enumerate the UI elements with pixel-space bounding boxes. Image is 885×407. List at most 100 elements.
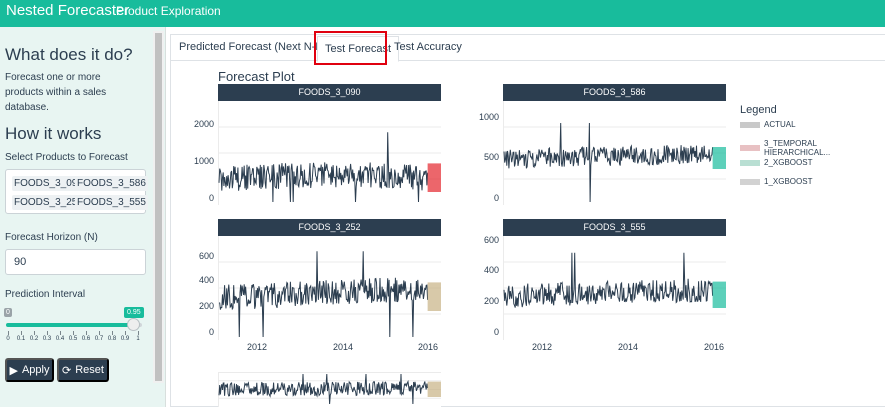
legend-label: 1_XGBOOST xyxy=(764,177,813,186)
panel-strip: FOODS_3_090 xyxy=(218,84,441,101)
apply-label: Apply xyxy=(21,364,50,376)
legend-swatch xyxy=(740,121,760,128)
actual-series-line xyxy=(218,251,429,338)
legend-swatch xyxy=(740,178,760,185)
slider-tick-label: 0.5 xyxy=(68,336,78,342)
slider-tick xyxy=(112,331,113,335)
select-products-label: Select Products to Forecast xyxy=(5,152,128,163)
slider-tick xyxy=(21,331,22,335)
slider-tick xyxy=(34,331,35,335)
x-tick-label: 2016 xyxy=(703,342,725,352)
y-tick-label: 2000 xyxy=(193,119,214,129)
tab-test-accuracy[interactable]: Test Accuracy xyxy=(394,41,462,53)
y-tick-label: 400 xyxy=(483,265,499,275)
actual-series-line xyxy=(218,373,429,405)
panel-series xyxy=(503,122,726,203)
horizon-label: Forecast Horizon (N) xyxy=(5,232,98,243)
tab-highlight-box xyxy=(314,31,387,65)
refresh-icon: ⟳ xyxy=(62,364,72,377)
selected-product-tag[interactable]: FOODS_3_555 xyxy=(75,195,148,210)
reset-button[interactable]: ⟳ Reset xyxy=(57,358,109,382)
slider-track[interactable] xyxy=(6,323,134,327)
legend-label: 3_TEMPORAL HIERARCHICAL... xyxy=(763,139,831,157)
panel-series xyxy=(503,252,726,315)
y-tick-label: 400 xyxy=(198,275,214,285)
what-heading: What does it do? xyxy=(5,45,133,64)
slider-tick xyxy=(73,331,74,335)
plot-title: Forecast Plot xyxy=(218,69,295,84)
actual-series-line xyxy=(503,252,714,308)
y-tick-label: 500 xyxy=(483,152,499,162)
slider-handle[interactable] xyxy=(127,318,140,331)
horizon-input[interactable]: 90 xyxy=(5,249,146,275)
sidebar-scroll-thumb[interactable] xyxy=(155,33,162,381)
slider-min-label: 0 xyxy=(4,308,12,317)
y-tick-label: 1000 xyxy=(193,156,214,166)
legend-item[interactable]: 2_XGBOOST xyxy=(740,158,812,167)
slider-tick-label: 0.1 xyxy=(16,336,26,342)
y-tick-label: 200 xyxy=(483,296,499,306)
x-tick-label: 2014 xyxy=(617,342,639,352)
slider-tick-label: 0.8 xyxy=(107,336,117,342)
forecast-band xyxy=(712,147,726,169)
legend-swatch xyxy=(740,159,760,166)
slider-tick-label: 0.3 xyxy=(42,336,52,342)
how-heading: How it works xyxy=(5,124,102,143)
legend-label: ACTUAL xyxy=(764,120,796,129)
slider-tick-label: 1 xyxy=(136,336,140,342)
selected-product-tag[interactable]: FOODS_3_252 xyxy=(12,195,85,210)
x-tick-label: 2012 xyxy=(246,342,268,352)
y-tick-label: 0 xyxy=(208,327,214,337)
panel-series xyxy=(218,126,441,203)
x-tick-label: 2012 xyxy=(531,342,553,352)
panel-strip: FOODS_3_252 xyxy=(218,219,441,236)
selected-product-tag[interactable]: FOODS_3_586 xyxy=(75,176,148,191)
sidebar-scrollbar[interactable] xyxy=(153,31,164,383)
slider-tick-label: 0.9 xyxy=(120,336,130,342)
legend-title: Legend xyxy=(740,104,777,116)
y-tick-label: 0 xyxy=(208,193,214,203)
what-text: Forecast one or more products within a s… xyxy=(5,72,107,113)
legend-swatch xyxy=(740,145,760,151)
y-tick-label: 600 xyxy=(198,251,214,261)
legend-item[interactable]: 1_XGBOOST xyxy=(740,177,812,186)
slider-tick xyxy=(138,331,139,335)
apply-button[interactable]: ▶ Apply xyxy=(5,358,54,382)
panel-series xyxy=(218,251,441,338)
y-tick-label: 1000 xyxy=(478,112,499,122)
reset-label: Reset xyxy=(75,364,104,376)
forecast-band xyxy=(712,281,726,308)
actual-series-line xyxy=(218,132,429,203)
slider-tick-label: 0.4 xyxy=(55,336,65,342)
y-tick-label: 600 xyxy=(483,235,499,245)
slider-tick xyxy=(47,331,48,335)
actual-series-line xyxy=(503,122,714,203)
slider-tick-label: 0.6 xyxy=(81,336,91,342)
slider-tick-label: 0 xyxy=(6,336,10,342)
y-tick-label: 0 xyxy=(493,193,499,203)
navbar: Nested Forecaster Product Exploration xyxy=(0,0,885,27)
interval-label: Prediction Interval xyxy=(5,289,86,300)
slider-tick-label: 0.2 xyxy=(29,336,39,342)
slider-tick xyxy=(8,331,9,335)
panel-strip: FOODS_3_555 xyxy=(503,219,726,236)
slider-value-label: 0.95 xyxy=(124,307,144,318)
slider-tick xyxy=(99,331,100,335)
panel-series xyxy=(218,373,441,405)
selected-product-tag[interactable]: FOODS_3_090 xyxy=(12,176,85,191)
tab-bar: Predicted Forecast (Next N-Days) Test Fo… xyxy=(171,35,885,62)
app-brand[interactable]: Nested Forecaster xyxy=(6,2,130,19)
forecast-band xyxy=(427,163,441,192)
x-tick-label: 2016 xyxy=(417,342,439,352)
legend-item[interactable]: ACTUAL xyxy=(740,120,796,129)
play-icon: ▶ xyxy=(9,364,18,377)
tab-predicted-forecast[interactable]: Predicted Forecast (Next N-Days) xyxy=(179,41,345,53)
panel-strip: FOODS_3_586 xyxy=(503,84,726,101)
slider-tick xyxy=(60,331,61,335)
nav-product-exploration[interactable]: Product Exploration xyxy=(116,4,221,18)
forecast-band xyxy=(427,282,441,311)
slider-tick-label: 0.7 xyxy=(94,336,104,342)
legend-item[interactable]: 3_TEMPORAL HIERARCHICAL... xyxy=(740,139,885,157)
y-tick-label: 0 xyxy=(493,327,499,337)
product-select[interactable]: FOODS_3_090 FOODS_3_586 FOODS_3_252 FOOD… xyxy=(5,169,148,214)
